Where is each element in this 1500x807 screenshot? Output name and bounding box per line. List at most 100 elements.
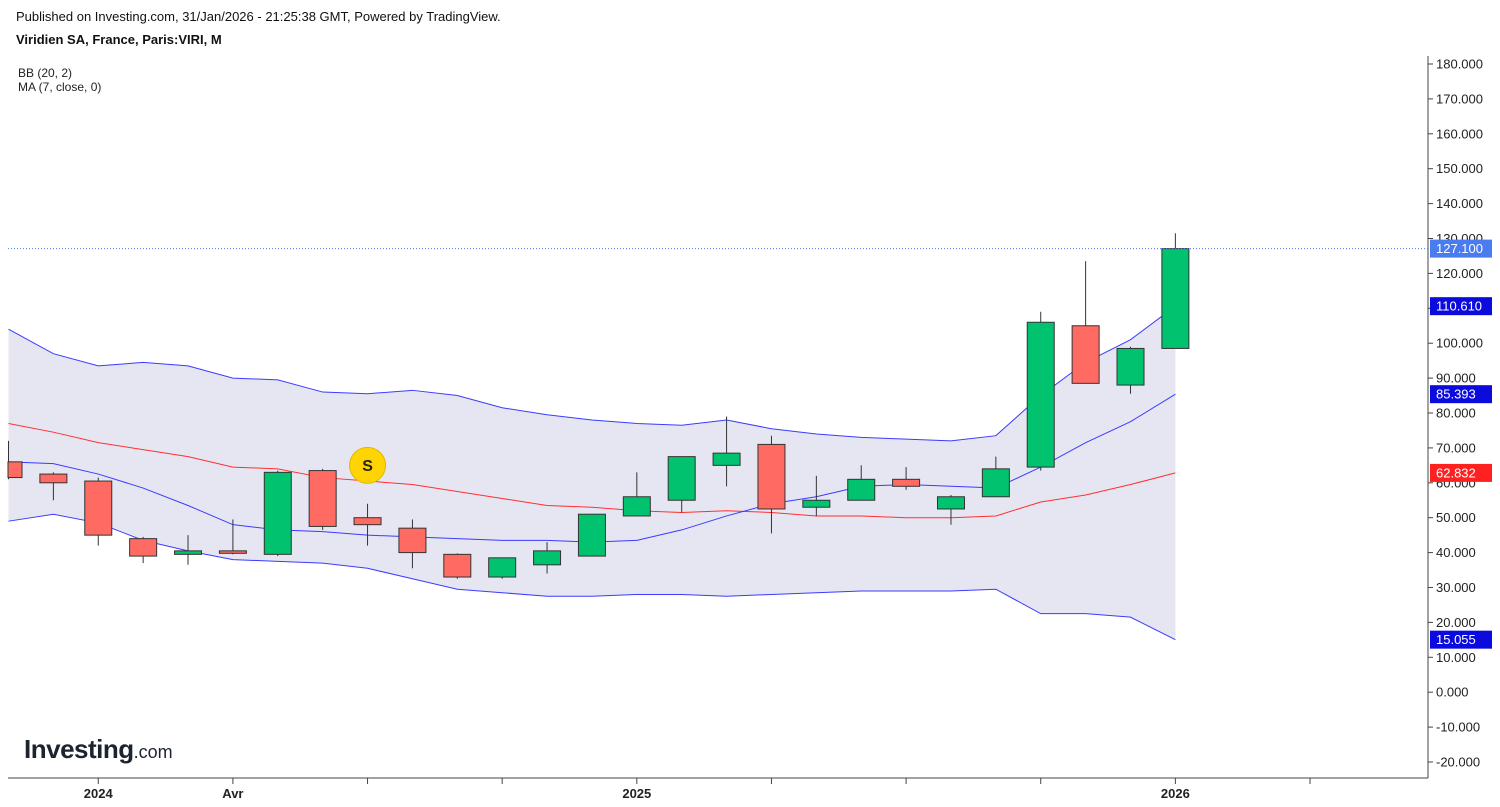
candle-body [39,473,68,484]
candle[interactable] [263,470,292,557]
x-tick-label: Avr [222,786,243,801]
candle[interactable] [129,536,158,564]
candle-body [443,553,472,578]
price-badge-label: 15.055 [1436,632,1476,647]
y-tick-label: 50.000 [1436,510,1476,525]
bb-middle-line [8,422,1176,519]
price-badge-bg [1430,463,1492,482]
candle[interactable] [622,472,651,517]
y-tick-label: 160.000 [1436,126,1483,141]
candle[interactable] [84,477,113,546]
candle-body [398,527,427,554]
candle-body [1026,321,1055,468]
price-badges: 127.100 110.610 85.393 62.832 15.055 [1430,239,1492,649]
published-note: Published on Investing.com, 31/Jan/2026 … [16,9,501,24]
y-tick-label: 120.000 [1436,266,1483,281]
candle-body [847,478,876,501]
candle-body [129,538,158,557]
candle[interactable] [174,535,203,565]
x-tick-label: 2026 [1161,786,1190,801]
candle-body [353,517,382,526]
signal-marker-circle[interactable] [349,446,387,484]
candle-body [174,550,203,555]
candle-body [892,478,921,487]
candle[interactable] [757,435,786,534]
candle-body [622,496,651,517]
indicator-legend: BB (20, 2) MA (7, close, 0) [18,66,101,94]
candle[interactable] [1116,346,1145,394]
y-tick-label: 90.000 [1436,371,1476,386]
legend-moving-average[interactable]: MA (7, close, 0) [18,80,102,94]
bb-lower-line [8,513,1176,641]
y-tick-label: 0.000 [1436,685,1469,700]
candle-body [263,471,292,555]
y-tick-label: 30.000 [1436,580,1476,595]
candle-body [218,550,247,554]
candle[interactable] [398,519,427,569]
y-tick-label: 40.000 [1436,545,1476,560]
y-tick-label: -10.000 [1436,720,1480,735]
candle-body [7,461,23,479]
candle-body [712,452,741,466]
price-badge-label: 85.393 [1436,387,1476,402]
candle-body [84,480,113,536]
candle-body [1116,347,1145,386]
y-tick-label: -20.000 [1436,755,1480,770]
y-tick-label: 80.000 [1436,406,1476,421]
candle-body [577,513,606,557]
candle[interactable] [353,503,382,546]
candle[interactable] [847,465,876,501]
candle[interactable] [218,519,247,555]
candle[interactable] [577,513,606,557]
candle[interactable] [936,495,965,525]
candle[interactable] [443,553,472,579]
y-tick-label: 170.000 [1436,91,1483,106]
price-badge-label: 127.100 [1436,241,1483,256]
price-badge-label: 62.832 [1436,465,1476,480]
candle[interactable] [1026,311,1055,471]
bollinger-band [8,305,1176,641]
candle[interactable] [892,467,921,490]
logo-main-text: Investing [24,734,134,764]
candle-body [308,470,337,527]
candle-body [936,496,965,510]
signal-marker-label: S [362,458,373,475]
candle[interactable] [1071,261,1100,384]
candle-body [488,557,517,578]
candle[interactable] [981,456,1010,498]
candlesticks [7,233,1190,579]
price-badge: 110.610 [1430,297,1492,316]
price-badge-bg [1430,239,1492,258]
candle[interactable] [1161,233,1190,349]
candle[interactable] [488,557,517,579]
price-badge-bg [1430,630,1492,649]
x-tick-label: 2025 [622,786,651,801]
price-badge-bg [1430,297,1492,316]
signal-marker: S [349,446,387,484]
candle[interactable] [308,468,337,530]
candle[interactable] [39,472,68,501]
x-axis-ticks: 2024 Avr 2025 2026 [84,778,1311,801]
bb-upper-line [8,305,1176,442]
candle[interactable] [7,440,23,480]
candle-body [802,499,831,508]
price-badge: 15.055 [1430,630,1492,649]
y-tick-label: 140.000 [1436,196,1483,211]
symbol-title: Viridien SA, France, Paris:VIRI, M [16,32,222,47]
price-badge-bg [1430,385,1492,404]
x-tick-label: 2024 [84,786,114,801]
candle[interactable] [712,416,741,487]
candle[interactable] [802,475,831,516]
candle[interactable] [667,456,696,513]
candle-body [667,456,696,501]
y-axis-ticks: 180.000170.000160.000150.000140.000130.0… [1428,57,1483,770]
candle[interactable] [533,542,562,574]
price-badge-label: 110.610 [1436,299,1482,314]
price-badge: 62.832 [1430,463,1492,482]
y-tick-label: 10.000 [1436,650,1476,665]
logo-suffix-text: .com [133,742,173,762]
legend-bollinger[interactable]: BB (20, 2) [18,66,73,80]
candle-body [1161,248,1190,349]
price-badge: 85.393 [1430,385,1492,404]
